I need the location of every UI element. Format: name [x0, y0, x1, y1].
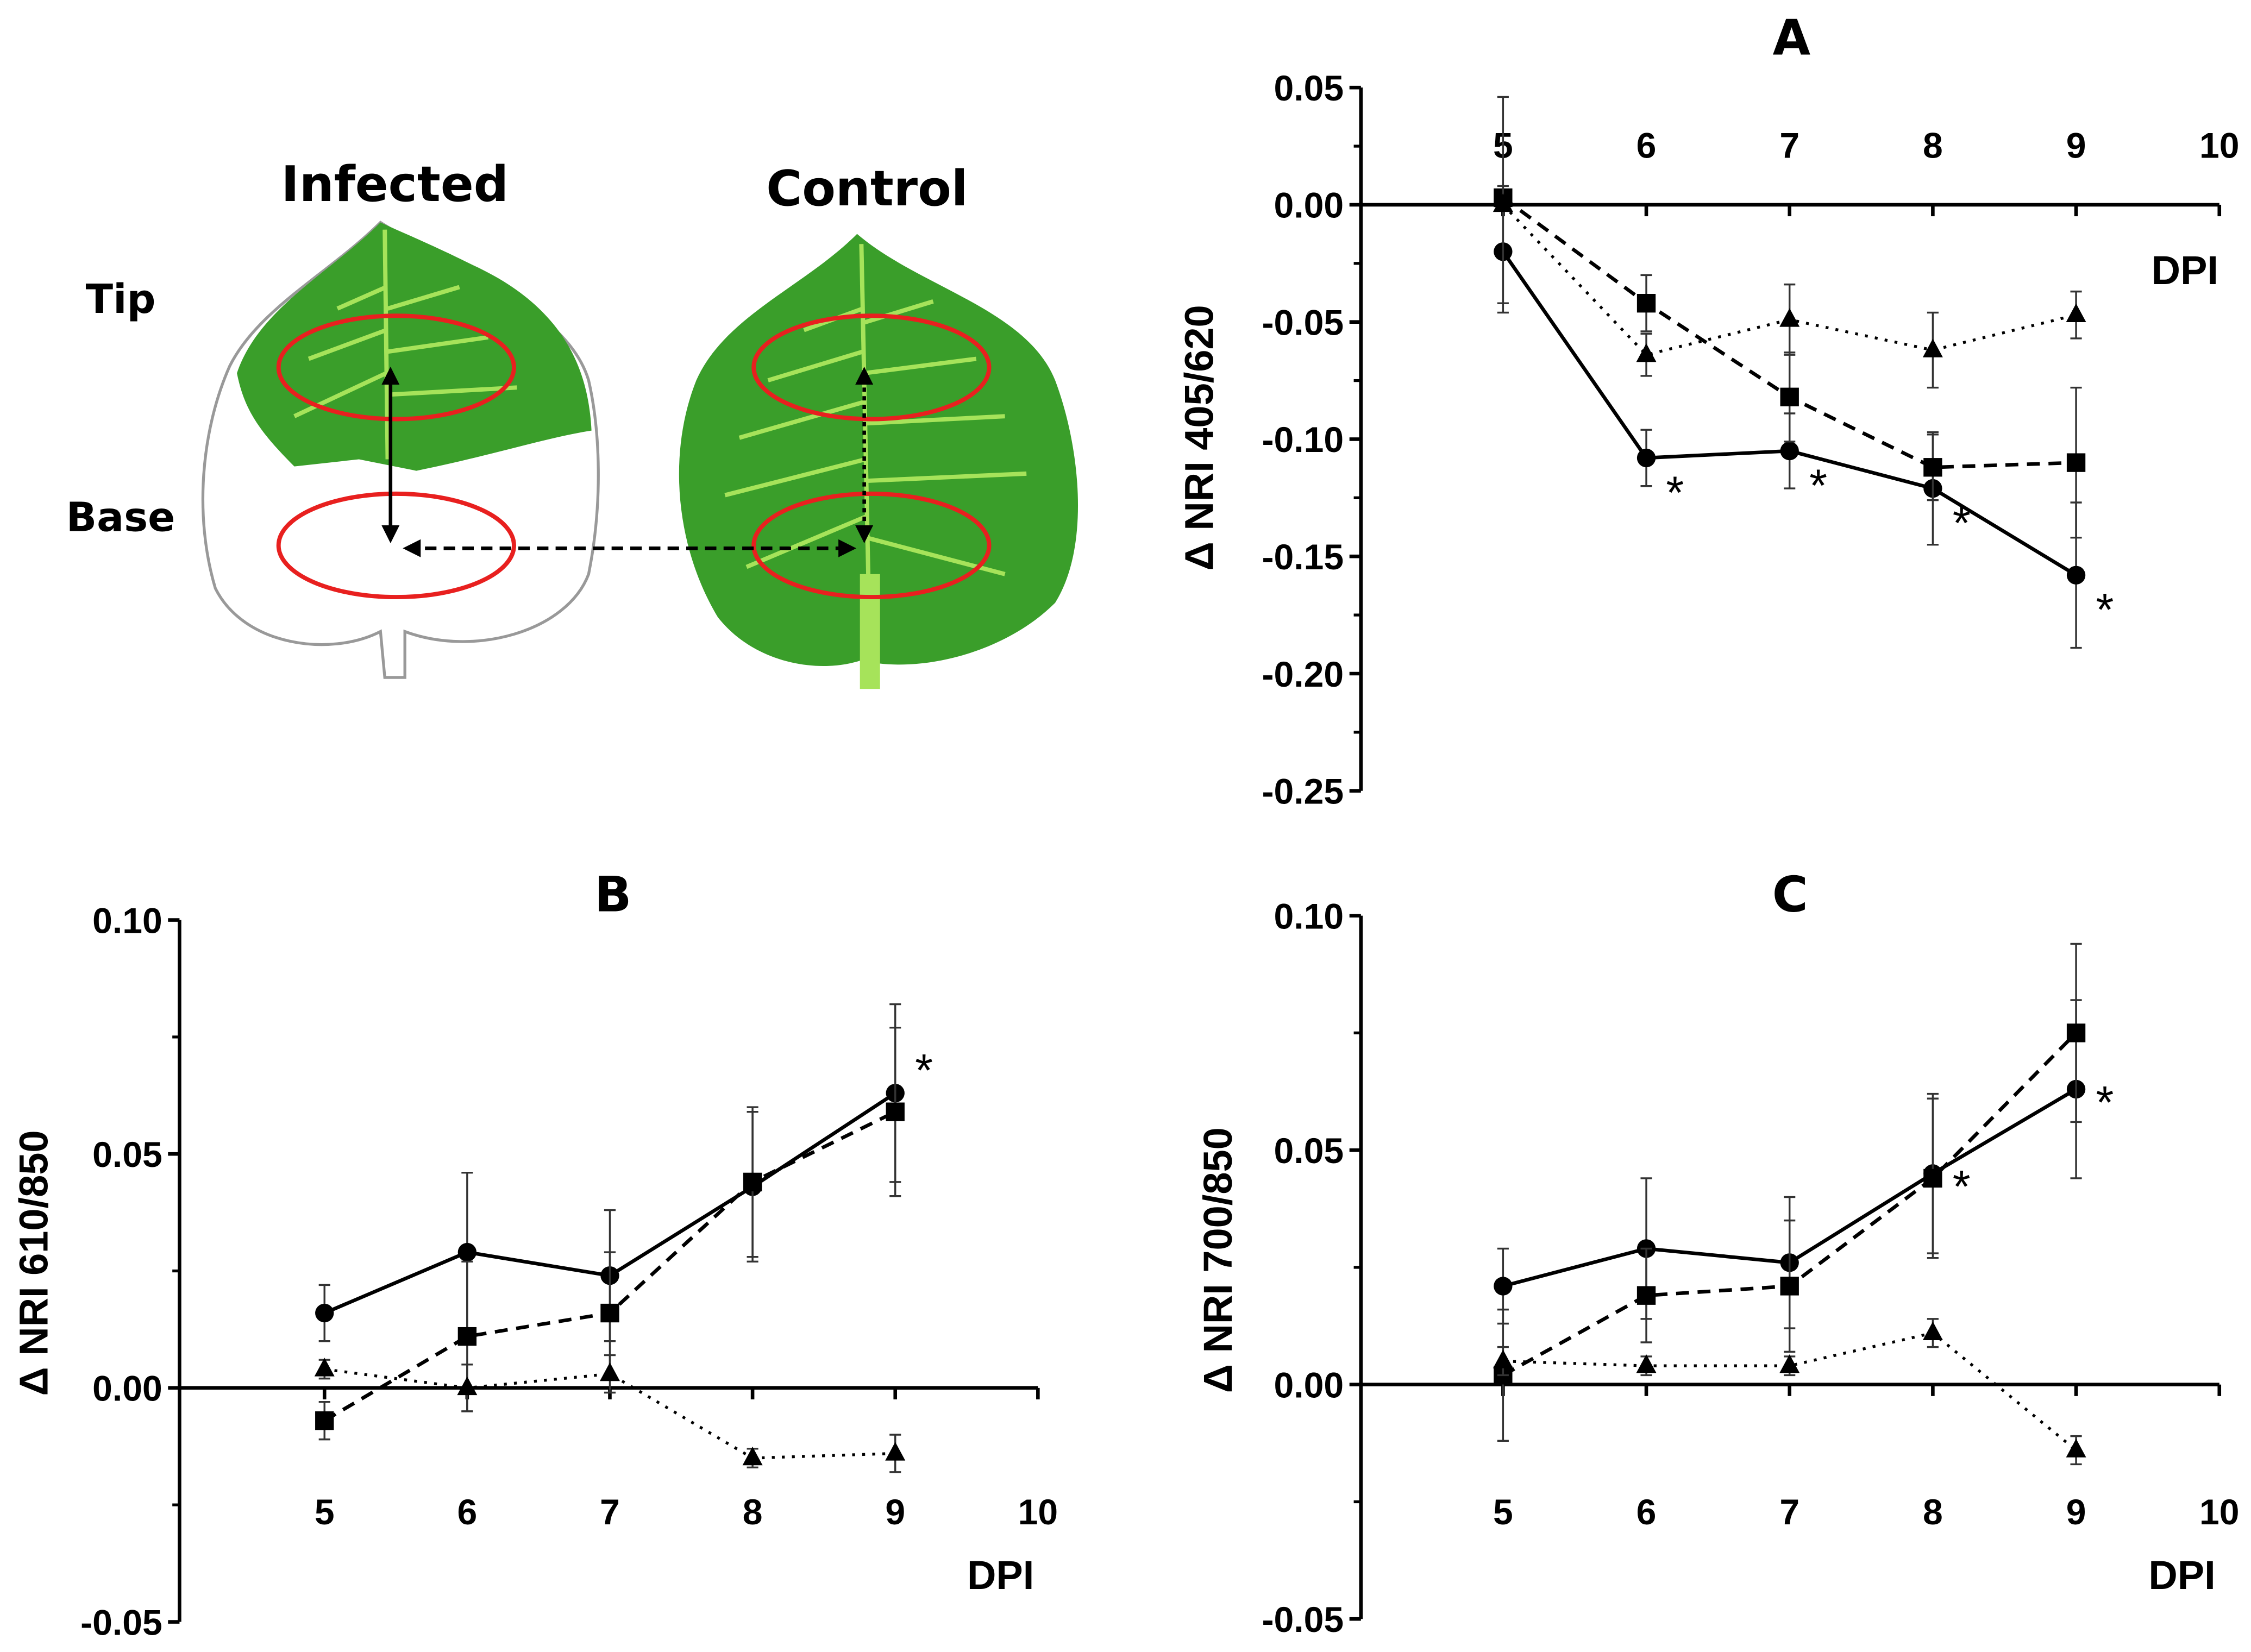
x-axis-label: DPI — [967, 1553, 1034, 1598]
x-tick-label: 9 — [885, 1492, 905, 1532]
x-axis-label: DPI — [2148, 1553, 2215, 1598]
data-point-circle — [1494, 1277, 1513, 1296]
x-tick-label: 10 — [2199, 1492, 2239, 1532]
data-point-square — [457, 1327, 477, 1346]
significance-marker: * — [2096, 583, 2114, 635]
data-point-triangle — [1922, 1321, 1943, 1340]
data-point-square — [600, 1303, 619, 1323]
data-point-square — [1923, 1169, 1942, 1188]
significance-marker: * — [1666, 466, 1684, 518]
data-point-square — [1636, 1286, 1656, 1305]
y-tick-label: -0.10 — [1262, 419, 1344, 460]
data-point-triangle — [1493, 193, 1513, 212]
data-point-triangle — [457, 1376, 478, 1396]
data-point-circle — [457, 1242, 477, 1262]
data-point-triangle — [1779, 1354, 1800, 1373]
charts: A 0.05 0.00 -0.05 -0.10 -0.15 -0.20 -0.25 5 6 7 8 9 1… — [11, 10, 2239, 1642]
significance-marker: * — [1953, 1160, 1971, 1212]
control-leaf — [679, 234, 1079, 689]
y-axis-label: Δ NRI 405/620 — [1177, 305, 1222, 570]
x-tick-label: 6 — [457, 1492, 477, 1532]
y-tick-label: 0.10 — [1274, 896, 1344, 936]
significance-marker: * — [915, 1044, 933, 1096]
data-point-square — [1923, 458, 1942, 477]
x-tick-label: 10 — [1018, 1492, 1058, 1532]
data-point-square — [315, 1411, 334, 1430]
x-tick-label: 10 — [2199, 125, 2239, 166]
x-tick-label: 6 — [1636, 125, 1657, 166]
data-point-triangle — [1636, 1354, 1657, 1373]
y-tick-label: -0.05 — [1262, 302, 1344, 342]
data-point-triangle — [1493, 1349, 1513, 1368]
data-point-triangle — [2066, 303, 2086, 322]
y-tick-label: -0.20 — [1262, 654, 1344, 694]
chart-panel-c: C 0.10 0.05 0.00 -0.05 5 6 7 8 9 10 DPI Δ NRI 700/85… — [1195, 867, 2239, 1640]
data-point-triangle — [742, 1446, 763, 1466]
tip-label: Tip — [86, 276, 156, 323]
x-tick-label: 7 — [600, 1492, 620, 1532]
leaf-diagram: Infected Control Tip Base — [66, 156, 1079, 689]
series-square-dashed — [315, 1026, 905, 1441]
y-tick-label: 0.00 — [1274, 185, 1344, 225]
series-triangle-dotted — [314, 1354, 906, 1473]
x-tick-label: 9 — [2066, 1492, 2086, 1532]
y-tick-label: 0.05 — [1274, 68, 1344, 108]
chart-panel-b: B 0.10 0.05 0.00 -0.05 5 6 7 8 9 10 DPI Δ NRI 610/85… — [11, 867, 1058, 1643]
data-point-circle — [1780, 441, 1799, 461]
x-tick-label: 9 — [2066, 125, 2086, 166]
chart-panel-a: A0.050.00-0.05-0.10-0.15-0.20-0.255 6 7 8 9 1… — [1177, 10, 2240, 811]
base-label: Base — [66, 494, 175, 541]
data-point-square — [743, 1172, 762, 1192]
x-tick-label: 8 — [1923, 125, 1943, 166]
chart-title: B — [594, 867, 631, 924]
significance-marker: * — [2096, 1076, 2114, 1128]
data-point-triangle — [1636, 343, 1657, 362]
data-point-triangle — [1922, 338, 1943, 357]
y-tick-label: 0.05 — [1274, 1130, 1344, 1171]
y-tick-label: 0.00 — [92, 1368, 162, 1409]
x-tick-label: 5 — [315, 1492, 335, 1532]
data-point-triangle — [314, 1358, 335, 1377]
y-tick-label: 0.00 — [1274, 1365, 1344, 1405]
significance-marker: * — [1953, 497, 1971, 549]
infected-label: Infected — [281, 156, 509, 213]
x-tick-label: 6 — [1636, 1492, 1657, 1532]
chart-title: A — [1773, 10, 1811, 66]
infected-leaf — [201, 221, 600, 679]
y-tick-label: -0.15 — [1262, 537, 1344, 577]
y-axis-label: Δ NRI 700/850 — [1195, 1127, 1240, 1393]
x-tick-label: 8 — [1923, 1492, 1943, 1532]
x-tick-label: 7 — [1779, 1492, 1799, 1532]
data-point-square — [1780, 387, 1799, 406]
series-triangle-dotted — [1493, 1318, 2086, 1466]
chart-title: C — [1772, 867, 1808, 924]
data-point-circle — [1636, 448, 1656, 468]
data-point-triangle — [599, 1362, 620, 1381]
data-point-triangle — [2066, 1439, 2086, 1458]
series-square-dashed — [1494, 943, 2086, 1442]
data-point-square — [2066, 453, 2086, 472]
y-tick-label: 0.05 — [92, 1134, 162, 1174]
data-point-triangle — [885, 1442, 906, 1461]
y-axis-label: Δ NRI 610/850 — [11, 1130, 56, 1396]
y-tick-label: -0.05 — [80, 1602, 162, 1642]
series-triangle-dotted — [1493, 96, 2086, 389]
data-point-square — [1780, 1277, 1799, 1296]
data-point-circle — [2066, 566, 2086, 585]
x-tick-label: 7 — [1779, 125, 1799, 166]
y-tick-label: -0.25 — [1262, 771, 1344, 812]
data-point-square — [2066, 1023, 2086, 1042]
y-tick-label: -0.05 — [1262, 1599, 1344, 1640]
significance-marker: * — [1809, 460, 1827, 511]
control-label: Control — [766, 161, 968, 217]
x-tick-label: 8 — [743, 1492, 763, 1532]
x-tick-label: 5 — [1493, 1492, 1513, 1532]
y-tick-label: 0.10 — [92, 900, 162, 940]
data-point-square — [1636, 294, 1656, 313]
data-point-circle — [315, 1303, 334, 1323]
data-point-triangle — [1779, 308, 1800, 327]
data-point-square — [886, 1102, 905, 1121]
x-axis-label: DPI — [2152, 248, 2218, 293]
